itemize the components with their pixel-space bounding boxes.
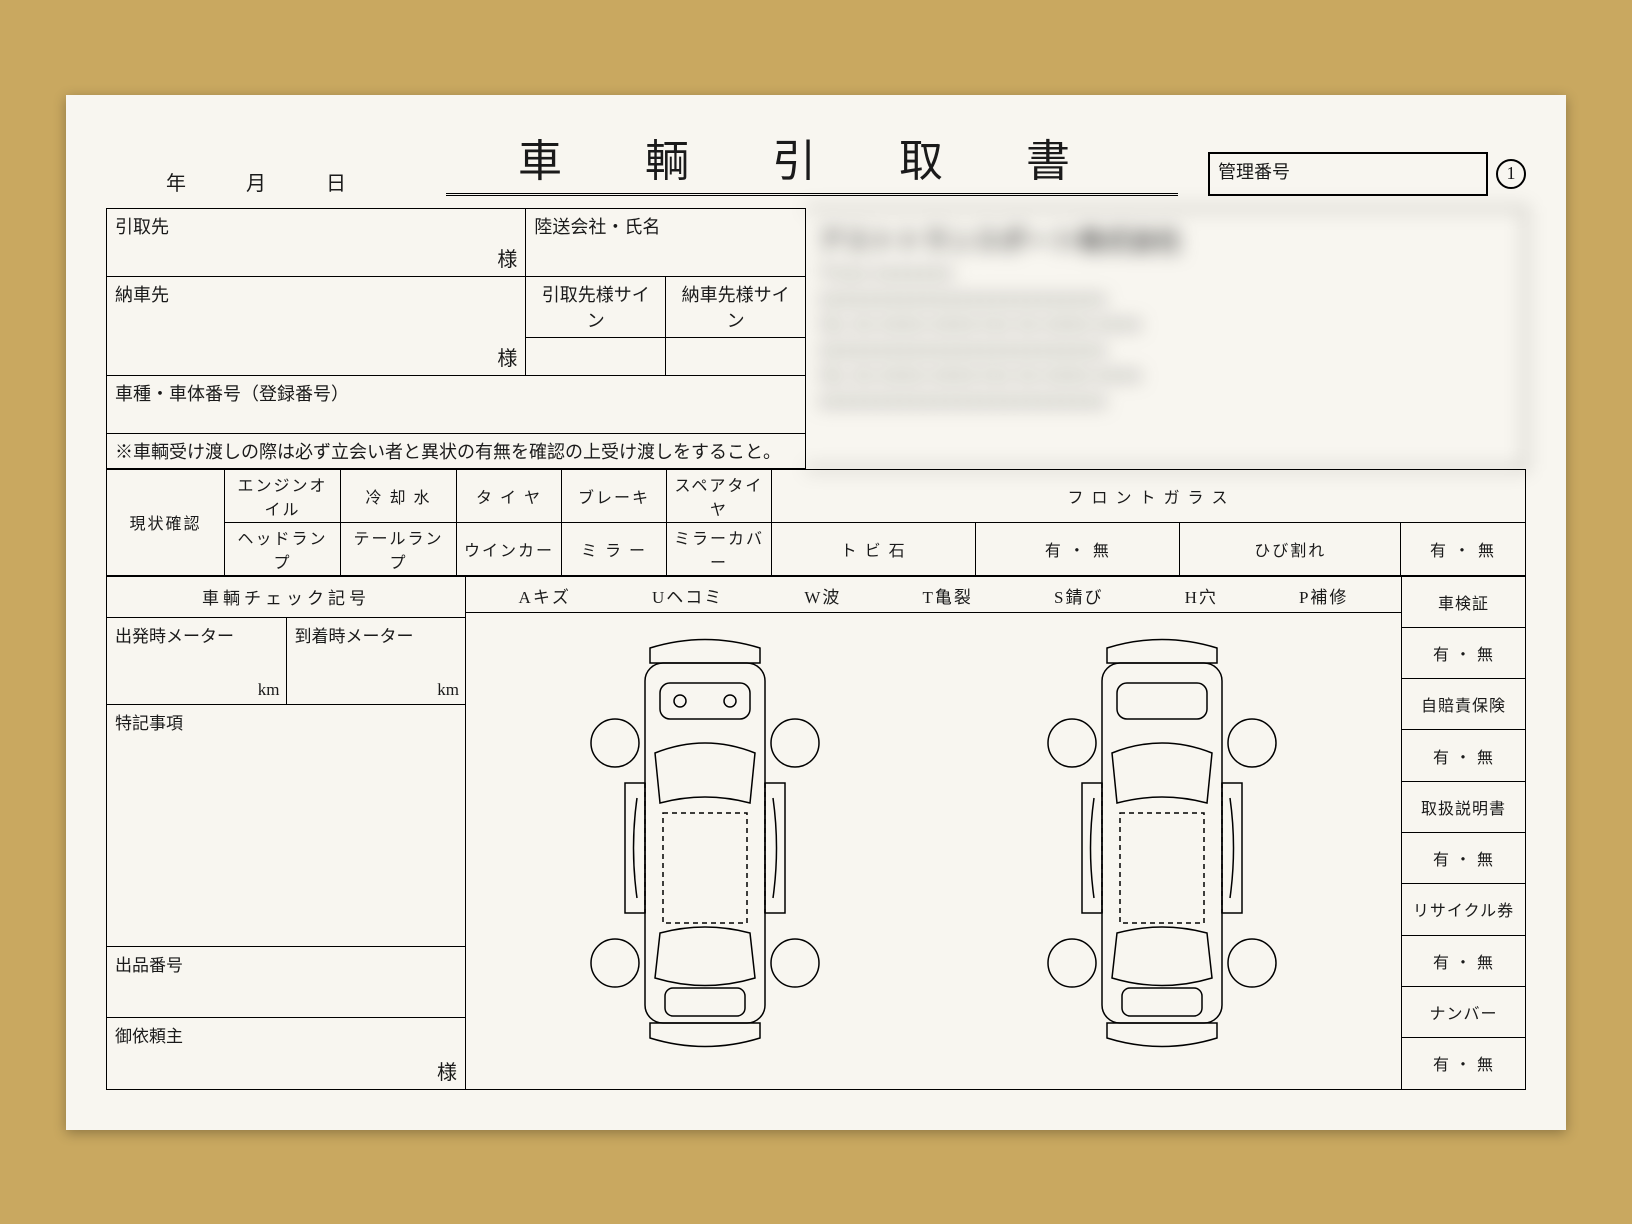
front-glass-label: フ ロ ン ト ガ ラ ス (772, 469, 1526, 522)
model-number-cell[interactable]: 車種・車体番号（登録番号） (107, 375, 806, 433)
km-unit: km (258, 680, 280, 700)
glass-toggle[interactable]: 有 ・ 無 (976, 522, 1180, 575)
check-item[interactable]: 冷 却 水 (341, 469, 457, 522)
client-label: 御依頼主 (115, 1027, 183, 1046)
check-item[interactable]: ミ ラ ー (562, 522, 667, 575)
condition-check-table: 現状確認 エンジンオイル 冷 却 水 タ イ ヤ ブレーキ スペアタイヤ フ ロ… (106, 469, 1526, 576)
honorific: 様 (437, 1056, 457, 1085)
dep-meter-label: 出発時メーター (115, 627, 234, 646)
company-info-blurred: アストトランスポート株式会社 〒XXX XXXXXXX XXXXXXXXXXXX… (806, 208, 1526, 469)
mgmt-number: 管理番号 1 (1208, 152, 1526, 196)
blur-line: 〒XXX XXXXXXX (818, 262, 1513, 288)
glass-item: ト ビ 石 (772, 522, 976, 575)
pickup-dest-label: 引取先 (115, 217, 169, 237)
check-item[interactable]: スペアタイヤ (667, 469, 772, 522)
documents-table: 車検証 有 ・ 無 自賠責保険 有 ・ 無 取扱説明書 有 ・ 無 リサイクル券… (1401, 576, 1526, 1090)
blur-line: TEL XX-XXXX-XXXX FAX XX-XXXX-XXXX (818, 313, 1513, 339)
client[interactable]: 御依頼主 様 (107, 1018, 466, 1089)
doc-label: 自賠責保険 (1402, 679, 1526, 730)
departure-meter[interactable]: 出発時メーター km (107, 617, 287, 704)
pickup-sign-label: 引取先様サイン (526, 276, 666, 337)
condition-label: 現状確認 (107, 469, 225, 575)
doc-label: ナンバー (1402, 986, 1526, 1037)
blur-line: XXXXXXXXXXXXXXXXXXXXXXXXX (818, 339, 1513, 365)
legend-item: T亀裂 (922, 583, 972, 606)
blur-line: アストトランスポート株式会社 (818, 221, 1513, 263)
blur-line: XXXXXXXXXXXXXXXXXXXXXXXXX (818, 288, 1513, 314)
delivery-sign-label: 納車先様サイン (666, 276, 806, 337)
page-number: 1 (1496, 159, 1526, 189)
legend-item: P補修 (1299, 583, 1348, 606)
legend-item: H穴 (1185, 583, 1218, 606)
doc-label: 取扱説明書 (1402, 781, 1526, 832)
form-title: 車 輌 引 取 書 (446, 125, 1178, 196)
header: 年 月 日 車 輌 引 取 書 管理番号 1 (106, 125, 1526, 196)
doc-toggle[interactable]: 有 ・ 無 (1402, 935, 1526, 986)
doc-label: 車検証 (1402, 576, 1526, 627)
doc-toggle[interactable]: 有 ・ 無 (1402, 627, 1526, 678)
date-field[interactable]: 年 月 日 (106, 167, 416, 196)
doc-toggle[interactable]: 有 ・ 無 (1402, 1038, 1526, 1089)
vehicle-pickup-form: 年 月 日 車 輌 引 取 書 管理番号 1 引取先 様 陸送会社・氏名 納車先… (66, 95, 1566, 1130)
car-top-diagram[interactable] (1012, 623, 1312, 1063)
mgmt-number-box[interactable]: 管理番号 (1208, 152, 1488, 196)
check-item[interactable]: ブレーキ (562, 469, 667, 522)
check-symbol-title: 車輌チェック記号 (107, 576, 466, 617)
arr-meter-label: 到着時メーター (295, 627, 414, 646)
damage-legend: Aキズ Uヘコミ W波 T亀裂 S錆び H穴 P補修 (466, 577, 1401, 613)
model-number-label: 車種・車体番号（登録番号） (115, 384, 349, 404)
lot-number[interactable]: 出品番号 (107, 946, 466, 1017)
arrival-meter[interactable]: 到着時メーター km (286, 617, 466, 704)
glass-item: ひび割れ (1180, 522, 1401, 575)
doc-label: リサイクル券 (1402, 884, 1526, 935)
party-table: 引取先 様 陸送会社・氏名 納車先 様 引取先様サイン 納車先様サイン (106, 208, 806, 469)
km-unit: km (437, 680, 459, 700)
check-item[interactable]: ヘッドランプ (225, 522, 341, 575)
pickup-sign-box[interactable] (526, 337, 666, 375)
doc-toggle[interactable]: 有 ・ 無 (1402, 832, 1526, 883)
honorific: 様 (497, 243, 517, 272)
check-item[interactable]: ミラーカバー (667, 522, 772, 575)
lot-label: 出品番号 (115, 956, 183, 975)
blur-line: XXXXXXXXXXXXXXXXXXXXXXXXX (818, 390, 1513, 416)
legend-item: S錆び (1054, 583, 1103, 606)
check-item[interactable]: タ イ ヤ (457, 469, 562, 522)
glass-toggle[interactable]: 有 ・ 無 (1401, 522, 1526, 575)
check-item[interactable]: テールランプ (341, 522, 457, 575)
handover-note: ※車輌受け渡しの際は必ず立会い者と異状の有無を確認の上受け渡しをすること。 (107, 433, 806, 468)
delivery-sign-box[interactable] (666, 337, 806, 375)
legend-item: W波 (804, 583, 841, 606)
car-diagram-area: Aキズ Uヘコミ W波 T亀裂 S錆び H穴 P補修 (466, 576, 1401, 1090)
honorific: 様 (497, 342, 517, 371)
legend-item: Aキズ (519, 583, 571, 606)
delivery-dest-cell[interactable]: 納車先 様 (107, 276, 526, 375)
car-top-diagram[interactable] (555, 623, 855, 1063)
transport-company-cell[interactable]: 陸送会社・氏名 (526, 208, 806, 276)
blur-line: TEL XX-XXXX-XXXX FAX XX-XXXX-XXXX (818, 364, 1513, 390)
pickup-dest-cell[interactable]: 引取先 様 (107, 208, 526, 276)
check-item[interactable]: ウインカー (457, 522, 562, 575)
notes-label: 特記事項 (115, 714, 183, 733)
doc-toggle[interactable]: 有 ・ 無 (1402, 730, 1526, 781)
check-item[interactable]: エンジンオイル (225, 469, 341, 522)
delivery-dest-label: 納車先 (115, 285, 169, 305)
left-panel: 車輌チェック記号 出発時メーター km 到着時メーター km 特記事項 出品番号… (106, 576, 466, 1090)
transport-company-label: 陸送会社・氏名 (534, 217, 660, 237)
special-notes[interactable]: 特記事項 (107, 705, 466, 947)
legend-item: Uヘコミ (652, 583, 723, 606)
